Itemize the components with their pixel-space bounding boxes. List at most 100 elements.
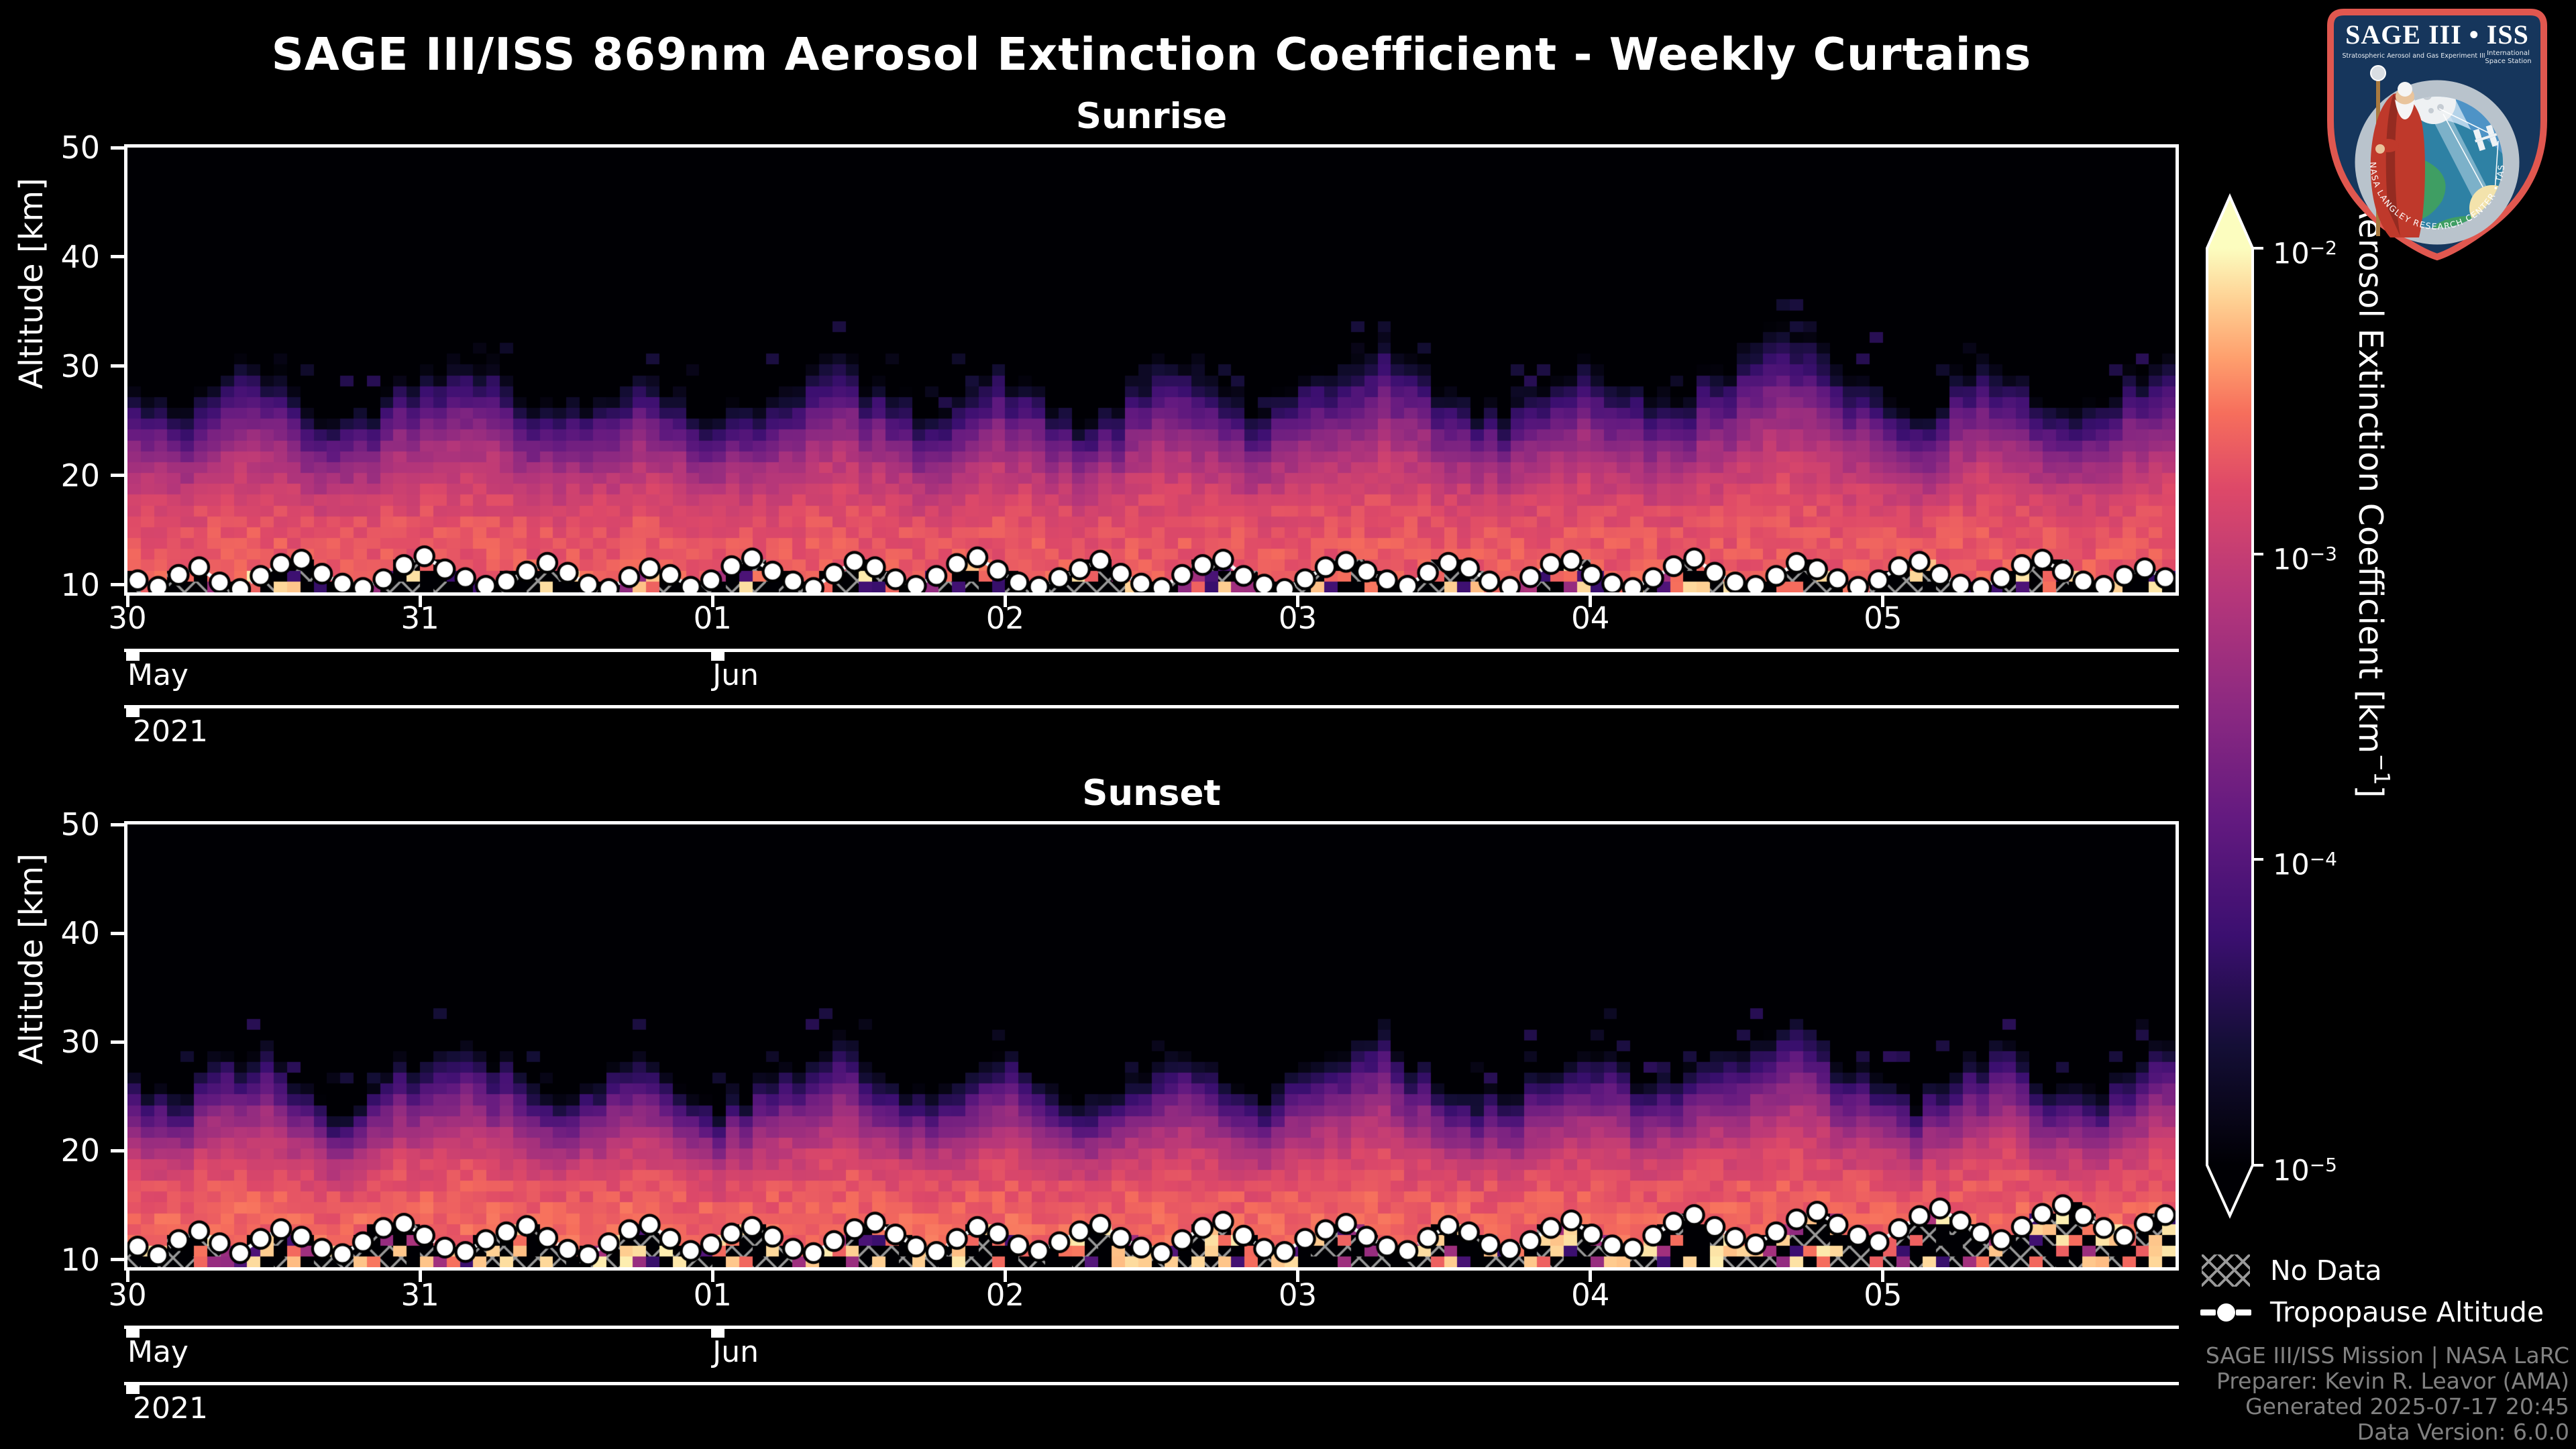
- sunset-heatmap: [127, 824, 2176, 1267]
- y-tick-label: 10: [60, 1241, 100, 1278]
- tropopause-label: Tropopause Altitude: [2270, 1296, 2544, 1328]
- x-day-tick: [418, 596, 422, 607]
- x-day-tick: [1589, 1271, 1593, 1282]
- x-day-label: 31: [400, 600, 439, 636]
- x-day-tick: [1003, 596, 1007, 607]
- legend-dot: [2216, 1303, 2235, 1322]
- x-day-label: 01: [693, 1277, 732, 1313]
- x-day-label: 03: [1278, 600, 1318, 636]
- x-day-tick: [1881, 1271, 1885, 1282]
- x-day-label: 02: [985, 600, 1025, 636]
- page-title: SAGE III/ISS 869nm Aerosol Extinction Co…: [271, 28, 2032, 80]
- logo-ring: [2355, 80, 2520, 245]
- y-tick: [111, 931, 124, 935]
- x-day-label: 01: [693, 600, 732, 636]
- y-tick: [111, 1258, 124, 1262]
- y-tick-label: 40: [60, 915, 100, 952]
- no-data-label: No Data: [2270, 1254, 2382, 1287]
- panel-subtitle-sunrise: Sunrise: [1075, 96, 1228, 137]
- sage-iii-iss-logo: SAGE III • ISS Stratospheric Aerosol and…: [2325, 7, 2547, 261]
- x-year-axis-line: [124, 1382, 2179, 1385]
- attribution-line: Generated 2025-07-17 20:45: [2245, 1393, 2569, 1419]
- x-day-tick: [710, 596, 714, 607]
- colorbar-axis-label: Aerosol Extinction Coefficient [km−1]: [2351, 197, 2395, 798]
- colorbar-tick: [2253, 1164, 2263, 1167]
- x-day-label: 05: [1864, 1277, 1902, 1313]
- x-day-tick: [710, 1271, 714, 1282]
- y-tick-label: 50: [60, 129, 100, 166]
- legend-dash-left: [2200, 1309, 2216, 1316]
- y-tick: [111, 255, 124, 259]
- colorbar-tick-label: 10−2: [2273, 237, 2337, 271]
- x-month-tick: [711, 1329, 725, 1338]
- x-day-tick: [1003, 1271, 1007, 1282]
- attribution: SAGE III/ISS Mission | NASA LaRC Prepare…: [2206, 1343, 2569, 1445]
- x-day-tick: [418, 1271, 422, 1282]
- x-day-tick: [1881, 596, 1885, 607]
- x-month-tick: [126, 652, 140, 661]
- panel-sunset: [124, 821, 2179, 1271]
- panel-subtitle-sunset: Sunset: [1082, 773, 1221, 814]
- x-month-label: Jun: [712, 1335, 759, 1369]
- x-month-axis-line: [124, 1326, 2179, 1329]
- x-month-label: Jun: [712, 658, 759, 692]
- colorbar-tick: [2253, 247, 2263, 250]
- x-day-tick: [125, 596, 129, 607]
- y-tick: [111, 474, 124, 478]
- attribution-line: Data Version: 6.0.0: [2357, 1419, 2569, 1445]
- logo-moon: [2412, 97, 2456, 124]
- y-axis-label: Altitude [km]: [13, 177, 50, 389]
- x-day-label: 03: [1278, 1277, 1318, 1313]
- x-year-label: 2021: [133, 1391, 208, 1426]
- y-tick-label: 10: [60, 566, 100, 603]
- x-year-tick: [126, 1385, 140, 1394]
- attribution-line: SAGE III/ISS Mission | NASA LaRC: [2205, 1342, 2569, 1368]
- x-day-tick: [125, 1271, 129, 1282]
- x-day-label: 30: [108, 600, 147, 636]
- x-month-tick: [711, 652, 725, 661]
- tropopause-legend-marker: [2200, 1300, 2251, 1324]
- x-day-label: 02: [985, 1277, 1025, 1313]
- logo-subtitle-right-1: International: [2487, 50, 2530, 57]
- x-year-axis-line: [124, 705, 2179, 708]
- x-month-axis-line: [124, 649, 2179, 652]
- colorbar-tick: [2253, 552, 2263, 555]
- colorbar: [2206, 193, 2254, 1219]
- x-year-label: 2021: [133, 714, 208, 749]
- y-tick: [111, 1040, 124, 1044]
- y-tick-label: 20: [60, 1132, 100, 1169]
- y-tick: [111, 146, 124, 150]
- y-tick-label: 30: [60, 1024, 100, 1061]
- y-tick: [111, 822, 124, 826]
- x-month-label: May: [127, 658, 189, 692]
- y-tick-label: 50: [60, 806, 100, 843]
- logo-wizard: [2370, 65, 2425, 237]
- colorbar-gradient-bar: [2206, 193, 2254, 1219]
- x-day-label: 04: [1571, 600, 1610, 636]
- x-day-tick: [1296, 596, 1300, 607]
- y-tick-label: 30: [60, 347, 100, 384]
- sunrise-heatmap: [127, 148, 2176, 592]
- x-day-tick: [1296, 1271, 1300, 1282]
- colorbar-tick-label: 10−4: [2273, 848, 2337, 882]
- colorbar-tick-label: 10−3: [2273, 542, 2337, 576]
- logo-subtitle-left: Stratospheric Aerosol and Gas Experiment…: [2342, 52, 2485, 60]
- y-axis-label: Altitude [km]: [13, 853, 50, 1065]
- x-day-tick: [1589, 596, 1593, 607]
- attribution-line: Preparer: Kevin R. Leavor (AMA): [2216, 1368, 2569, 1394]
- legend-dash-right: [2236, 1309, 2251, 1316]
- y-tick: [111, 1148, 124, 1152]
- x-month-label: May: [127, 1335, 189, 1369]
- x-day-label: 04: [1571, 1277, 1610, 1313]
- y-tick-label: 20: [60, 457, 100, 494]
- no-data-hatch-swatch: [2202, 1254, 2250, 1287]
- x-day-label: 05: [1864, 600, 1902, 636]
- colorbar-tick-label: 10−5: [2273, 1154, 2337, 1188]
- x-day-label: 31: [400, 1277, 439, 1313]
- logo-title: SAGE III • ISS: [2345, 19, 2529, 50]
- logo-subtitle-right-2: Space Station: [2485, 58, 2531, 65]
- x-day-label: 30: [108, 1277, 147, 1313]
- y-tick-label: 40: [60, 238, 100, 275]
- colorbar-tick: [2253, 858, 2263, 861]
